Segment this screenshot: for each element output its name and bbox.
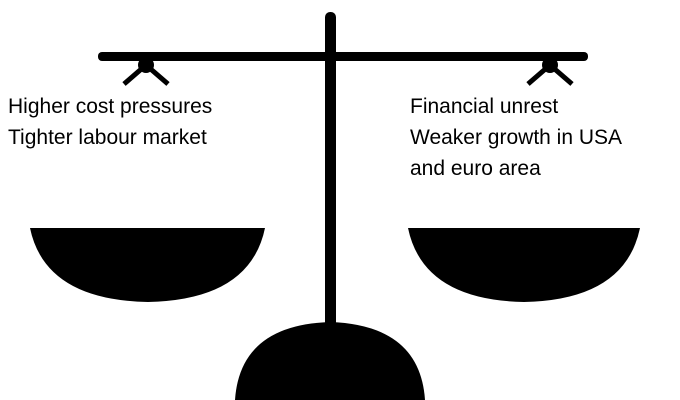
right-text: Financial unrest bbox=[410, 95, 558, 118]
left-hanger bbox=[122, 63, 170, 86]
left-text: Higher cost pressures bbox=[8, 95, 212, 118]
right-text: and euro area bbox=[410, 157, 541, 180]
right-pan bbox=[408, 228, 640, 302]
right-text: Weaker growth in USA bbox=[410, 126, 622, 149]
right-hanger bbox=[526, 63, 574, 86]
left-pan bbox=[30, 228, 265, 302]
base bbox=[235, 322, 425, 400]
left-text: Tighter labour market bbox=[8, 126, 207, 149]
pole bbox=[325, 12, 336, 332]
beam bbox=[98, 52, 588, 61]
